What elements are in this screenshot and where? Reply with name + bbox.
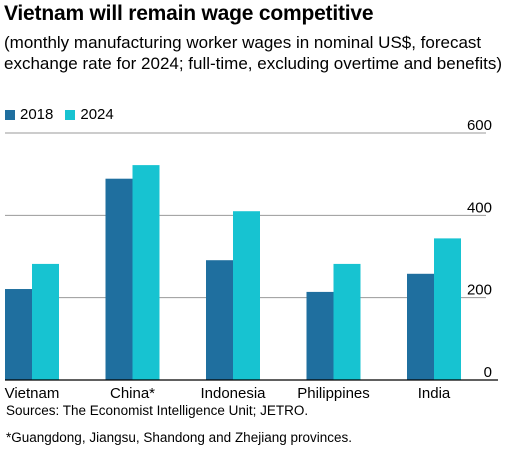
bar-2024 — [434, 238, 461, 380]
x-tick-label: Vietnam — [5, 385, 60, 402]
bar-2018 — [5, 289, 32, 380]
bar-2018 — [407, 273, 434, 380]
y-tick-label: 0 — [484, 364, 492, 381]
legend-label-2018: 2018 — [20, 106, 54, 123]
y-tick-label: 200 — [467, 282, 492, 299]
x-tick-label: India — [418, 385, 451, 402]
bar-2018 — [105, 178, 133, 380]
bar-2024 — [333, 263, 361, 380]
chart-title: Vietnam will remain wage competitive — [4, 2, 374, 25]
bar-2018 — [206, 260, 233, 380]
footnote: *Guangdong, Jiangsu, Shandong and Zhejia… — [6, 430, 353, 445]
legend-item-2024: 2024 — [65, 106, 114, 123]
bar-2024 — [233, 211, 260, 380]
legend-label-2024: 2024 — [80, 106, 114, 123]
source-note: Sources: The Economist Intelligence Unit… — [6, 403, 309, 418]
chart-subtitle: (monthly manufacturing worker wages in n… — [4, 33, 502, 73]
bar-2024 — [32, 263, 59, 380]
bar-2018 — [306, 291, 334, 380]
legend: 2018 2024 — [5, 106, 126, 123]
y-tick-label: 400 — [467, 199, 492, 216]
legend-swatch-2018 — [5, 109, 15, 120]
bar-2024 — [132, 165, 160, 380]
x-tick-label: Philippines — [297, 385, 370, 402]
x-tick-label: China* — [110, 385, 155, 402]
x-tick-label: Indonesia — [200, 385, 266, 402]
y-tick-label: 600 — [467, 117, 492, 134]
legend-item-2018: 2018 — [5, 106, 53, 123]
legend-swatch-2024 — [65, 109, 76, 120]
